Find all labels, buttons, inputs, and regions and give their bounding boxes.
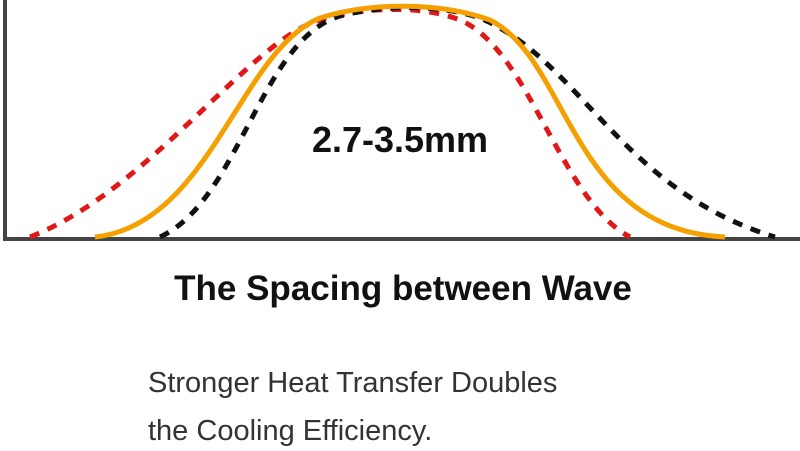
black-wave	[158, 5, 776, 240]
description-line: the Cooling Efficiency.	[148, 415, 432, 447]
title: The Spacing between Wave	[174, 269, 632, 308]
orange-wave	[94, 3, 726, 240]
description-line: Stronger Heat Transfer Doubles	[148, 367, 557, 399]
spacing-label: 2.7-3.5mm	[312, 119, 488, 160]
